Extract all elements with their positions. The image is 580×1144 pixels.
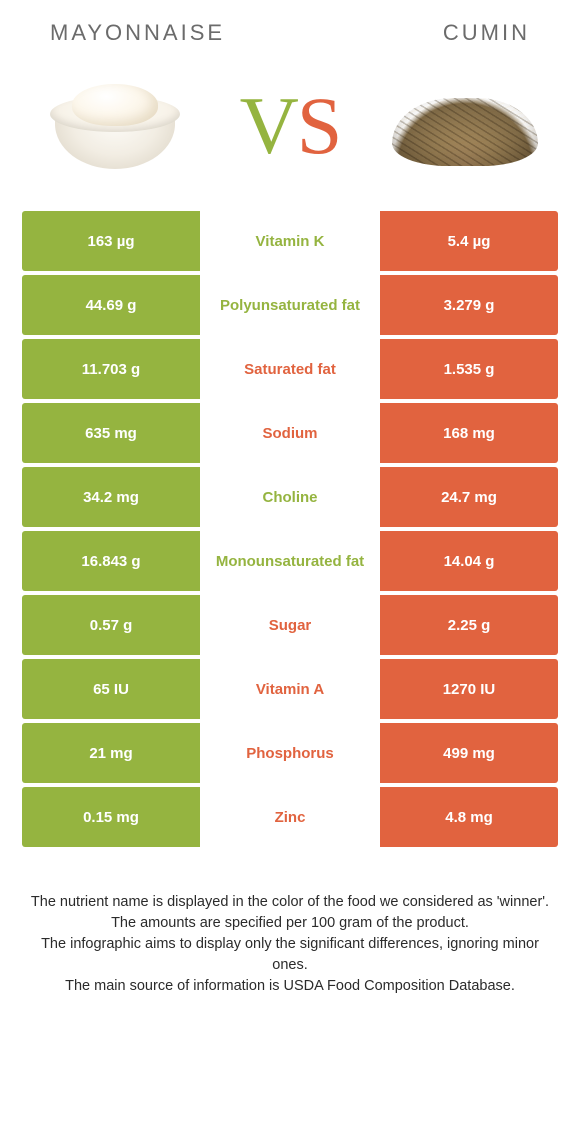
cell-nutrient-label: Phosphorus — [200, 723, 380, 783]
footnote-line: The nutrient name is displayed in the co… — [30, 892, 550, 913]
table-row: 11.703 gSaturated fat1.535 g — [22, 339, 558, 399]
cumin-image — [390, 71, 540, 181]
cell-left-value: 635 mg — [22, 403, 200, 463]
cell-nutrient-label: Monounsaturated fat — [200, 531, 380, 591]
header-left-title: MAYONNAISE — [50, 20, 225, 46]
cell-left-value: 0.15 mg — [22, 787, 200, 847]
cell-right-value: 168 mg — [380, 403, 558, 463]
cell-nutrient-label: Sodium — [200, 403, 380, 463]
table-row: 21 mgPhosphorus499 mg — [22, 723, 558, 783]
table-row: 0.57 gSugar2.25 g — [22, 595, 558, 655]
footnote-line: The infographic aims to display only the… — [30, 934, 550, 976]
seeds-illustration — [390, 79, 540, 174]
cell-right-value: 14.04 g — [380, 531, 558, 591]
comparison-table: 163 µgVitamin K5.4 µg44.69 gPolyunsatura… — [22, 211, 558, 847]
cell-right-value: 1.535 g — [380, 339, 558, 399]
hero-row: VS — [0, 56, 580, 211]
cell-right-value: 499 mg — [380, 723, 558, 783]
vs-s: S — [297, 79, 341, 173]
footnote-line: The main source of information is USDA F… — [30, 976, 550, 997]
cell-right-value: 4.8 mg — [380, 787, 558, 847]
table-row: 44.69 gPolyunsaturated fat3.279 g — [22, 275, 558, 335]
cell-left-value: 34.2 mg — [22, 467, 200, 527]
cell-right-value: 1270 IU — [380, 659, 558, 719]
cell-left-value: 163 µg — [22, 211, 200, 271]
vs-label: VS — [240, 79, 341, 173]
header-right-title: CUMIN — [443, 20, 530, 46]
cell-nutrient-label: Polyunsaturated fat — [200, 275, 380, 335]
table-row: 0.15 mgZinc4.8 mg — [22, 787, 558, 847]
cell-nutrient-label: Zinc — [200, 787, 380, 847]
cell-right-value: 2.25 g — [380, 595, 558, 655]
vs-v: V — [240, 79, 297, 173]
cell-nutrient-label: Sugar — [200, 595, 380, 655]
cell-right-value: 3.279 g — [380, 275, 558, 335]
cell-left-value: 16.843 g — [22, 531, 200, 591]
table-row: 34.2 mgCholine24.7 mg — [22, 467, 558, 527]
table-row: 635 mgSodium168 mg — [22, 403, 558, 463]
cell-left-value: 44.69 g — [22, 275, 200, 335]
mayonnaise-image — [40, 71, 190, 181]
cell-left-value: 0.57 g — [22, 595, 200, 655]
cell-right-value: 24.7 mg — [380, 467, 558, 527]
cell-nutrient-label: Vitamin A — [200, 659, 380, 719]
cell-left-value: 21 mg — [22, 723, 200, 783]
table-row: 163 µgVitamin K5.4 µg — [22, 211, 558, 271]
cell-nutrient-label: Vitamin K — [200, 211, 380, 271]
cell-left-value: 11.703 g — [22, 339, 200, 399]
header: MAYONNAISE CUMIN — [0, 0, 580, 56]
cell-right-value: 5.4 µg — [380, 211, 558, 271]
cell-nutrient-label: Choline — [200, 467, 380, 527]
bowl-illustration — [50, 84, 180, 169]
footnote-line: The amounts are specified per 100 gram o… — [30, 913, 550, 934]
cell-nutrient-label: Saturated fat — [200, 339, 380, 399]
footnote: The nutrient name is displayed in the co… — [30, 892, 550, 997]
table-row: 65 IUVitamin A1270 IU — [22, 659, 558, 719]
cell-left-value: 65 IU — [22, 659, 200, 719]
table-row: 16.843 gMonounsaturated fat14.04 g — [22, 531, 558, 591]
